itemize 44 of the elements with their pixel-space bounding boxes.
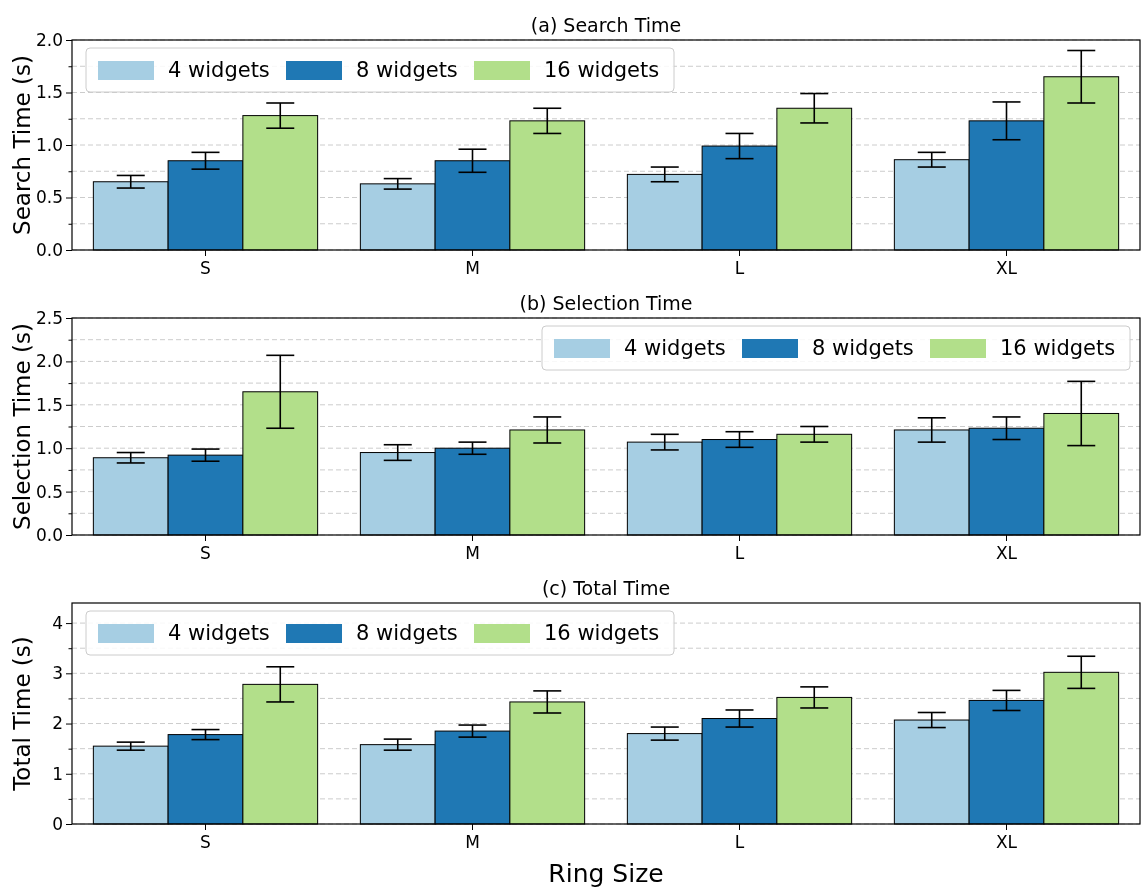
legend-label: 8 widgets xyxy=(356,621,458,645)
y-tick-label: 1 xyxy=(52,763,63,784)
legend-label: 4 widgets xyxy=(624,336,726,360)
legend-label: 16 widgets xyxy=(1000,336,1116,360)
y-tick-label: 0 xyxy=(52,813,63,834)
x-tick-label: XL xyxy=(995,258,1018,279)
x-tick-label: M xyxy=(465,543,480,564)
y-tick-label: 2.0 xyxy=(35,351,63,372)
x-tick-label: M xyxy=(465,832,480,853)
y-tick-label: 0.5 xyxy=(35,481,63,502)
x-axis-title: Ring Size xyxy=(548,859,664,888)
x-tick-label: S xyxy=(200,832,211,853)
y-axis-title: Search Time (s) xyxy=(9,55,35,235)
x-tick-label: L xyxy=(734,832,745,853)
x-tick-label: XL xyxy=(995,832,1018,853)
legend-label: 4 widgets xyxy=(168,621,270,645)
x-tick-label: L xyxy=(734,543,745,564)
chart-title: (a) Search Time xyxy=(530,14,682,36)
y-axis-title: Selection Time (s) xyxy=(9,323,35,530)
y-tick-label: 2.5 xyxy=(35,307,63,328)
y-tick-label: 4 xyxy=(52,613,63,634)
legend-label: 8 widgets xyxy=(812,336,914,360)
y-tick-label: 1.0 xyxy=(35,438,63,459)
legend-label: 4 widgets xyxy=(168,58,270,82)
x-tick-label: S xyxy=(200,258,211,279)
y-tick-label: 2.0 xyxy=(35,29,63,50)
legend-label: 16 widgets xyxy=(544,58,660,82)
chart-title: (b) Selection Time xyxy=(519,292,693,314)
y-tick-label: 0.0 xyxy=(35,239,63,260)
y-tick-label: 2 xyxy=(52,713,63,734)
y-tick-label: 3 xyxy=(52,663,63,684)
x-tick-label: XL xyxy=(995,543,1018,564)
y-tick-label: 1.5 xyxy=(35,394,63,415)
y-tick-label: 0.5 xyxy=(35,187,63,208)
legend-label: 16 widgets xyxy=(544,621,660,645)
x-tick-label: M xyxy=(465,258,480,279)
y-tick-label: 0.0 xyxy=(35,524,63,545)
x-tick-label: L xyxy=(734,258,745,279)
y-tick-label: 1.5 xyxy=(35,82,63,103)
chart-title: (c) Total Time xyxy=(541,577,671,599)
y-tick-label: 1.0 xyxy=(35,134,63,155)
y-axis-title: Total Time (s) xyxy=(9,636,35,792)
legend-label: 8 widgets xyxy=(356,58,458,82)
x-tick-label: S xyxy=(200,543,211,564)
